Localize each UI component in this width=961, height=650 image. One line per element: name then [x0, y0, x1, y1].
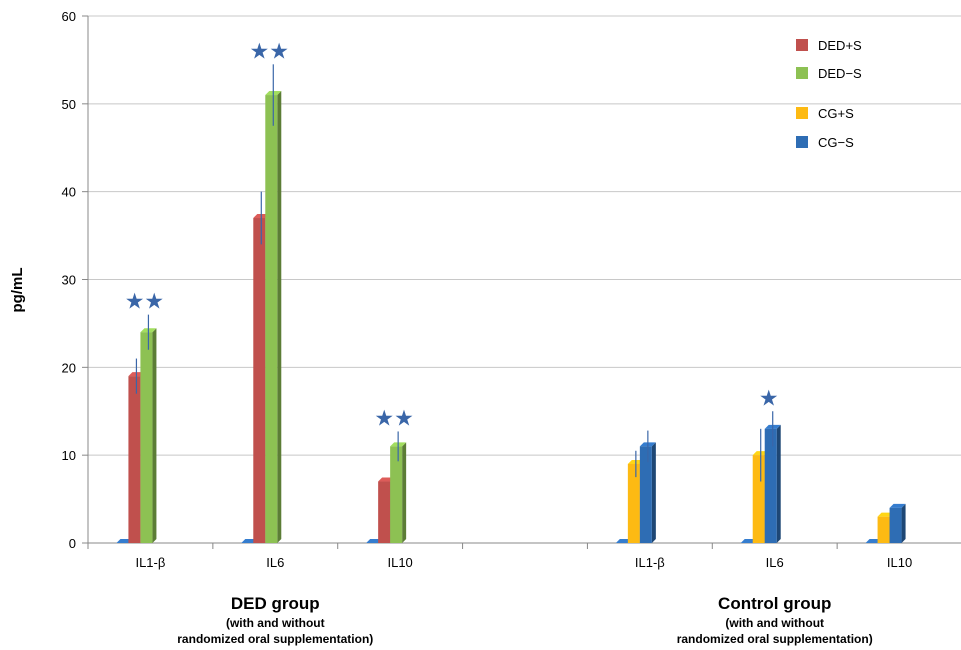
bar [241, 539, 258, 543]
legend-label: CG−S [818, 135, 854, 150]
y-tick-label: 30 [62, 273, 76, 288]
grid [88, 15, 961, 456]
bar-side [776, 424, 781, 543]
bar-side [152, 328, 157, 543]
bar [889, 503, 906, 543]
y-tick-label: 10 [62, 448, 76, 463]
bar-top [241, 539, 258, 543]
legend-label: DED−S [818, 66, 862, 81]
bar-front [752, 455, 765, 543]
bar [265, 91, 282, 544]
legend: DED+S DED−S CG+S CG−S [796, 38, 862, 150]
bar-front [378, 481, 391, 543]
bar-front [889, 507, 902, 543]
legend-swatch [796, 136, 808, 148]
significance-stars: ★★ [374, 406, 413, 431]
labels: 0 10 20 30 40 50 60 IL1-β ★★ IL6 ★★ IL10 ★★ DED group… [62, 9, 913, 646]
axes [82, 15, 961, 549]
y-axis-title: pg/mL [9, 268, 26, 313]
x-tick-label: IL10 [387, 555, 412, 570]
bar [140, 328, 157, 543]
bar-side [901, 503, 906, 543]
y-tick-label: 0 [69, 536, 76, 551]
bar-front [140, 332, 153, 543]
group-title: Control group [718, 594, 831, 613]
bar-side [651, 442, 656, 543]
significance-stars: ★★ [125, 290, 164, 315]
group-subtitle-line1: (with and without [725, 616, 824, 630]
x-tick-label: IL1-β [135, 555, 165, 570]
x-tick-label: IL6 [266, 555, 284, 570]
bar-front [390, 446, 403, 543]
bar-front [253, 218, 266, 543]
group-subtitle-line1: (with and without [226, 616, 325, 630]
significance-stars: ★★ [250, 39, 289, 64]
bar-front [128, 376, 141, 543]
y-tick-label: 20 [62, 360, 76, 375]
legend-swatch [796, 67, 808, 79]
y-tick-label: 60 [62, 9, 76, 24]
significance-stars: ★ [759, 386, 779, 411]
bar [390, 442, 407, 543]
group-title: DED group [231, 594, 320, 613]
bars [116, 64, 906, 544]
bar [639, 442, 656, 543]
group-subtitle-line2: randomized oral supplementation) [677, 632, 873, 646]
legend-label: DED+S [818, 38, 862, 53]
bar-side [277, 91, 282, 544]
legend-swatch [796, 107, 808, 119]
bar-top [889, 503, 906, 508]
y-tick-label: 40 [62, 185, 76, 200]
bar-front [265, 95, 278, 544]
bar-front [877, 516, 890, 543]
legend-swatch [796, 39, 808, 51]
x-tick-label: IL6 [766, 555, 784, 570]
y-tick-label: 50 [62, 97, 76, 112]
bar-side [402, 442, 407, 543]
bar-front [627, 463, 640, 543]
x-tick-label: IL10 [887, 555, 912, 570]
bar-front [764, 428, 777, 543]
bar-front [639, 446, 652, 543]
bar [764, 424, 781, 543]
legend-label: CG+S [818, 106, 854, 121]
group-subtitle-line2: randomized oral supplementation) [177, 632, 373, 646]
x-tick-label: IL1-β [635, 555, 665, 570]
